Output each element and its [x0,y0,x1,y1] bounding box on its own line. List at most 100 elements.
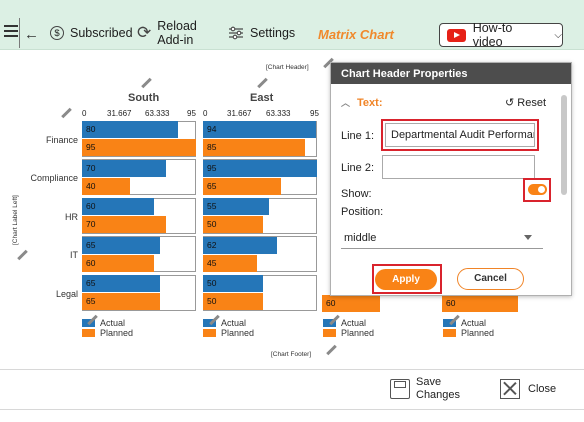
bar-south-finance-planned[interactable]: 95 [82,139,196,156]
bar-south-compliance-planned[interactable]: 40 [82,177,130,195]
dialog-scrollbar[interactable] [560,87,568,287]
legend-planned-label: Planned [100,328,134,338]
close-label: Close [528,383,557,395]
apply-highlight [372,264,442,294]
east-tick-1: 31.667 [227,109,252,118]
bar-east-legal-actual[interactable]: 50 [203,275,263,292]
legend-planned-swatch [443,329,456,337]
back-arrow-icon[interactable]: ← [24,26,39,43]
south-tick-3: 95 [187,109,196,118]
line2-input[interactable] [382,155,535,179]
south-tick-0: 0 [82,109,87,118]
legend-actual-label: Actual [341,318,367,328]
edit-footer-pencil-icon[interactable] [325,344,338,357]
east-tick-2: 63.333 [266,109,291,118]
dialog-scrollbar-thumb[interactable] [561,95,567,195]
bar-south-legal-planned[interactable]: 65 [82,293,160,310]
position-select[interactable]: middle [341,225,543,249]
bottom-bar: Save Changes Close [0,369,584,410]
bar-east-it-planned[interactable]: 45 [203,254,257,272]
legend-actual-label: Actual [100,318,126,328]
chart-footer-placeholder[interactable]: [Chart Footer] [271,351,312,358]
bar-east-legal-planned[interactable]: 50 [203,293,263,310]
reload-addin-button[interactable]: ⟳ Reload Add-in [137,19,197,47]
dialog-title: Chart Header Properties [331,63,571,84]
edit-legend-pencil-icon[interactable] [208,314,221,327]
subscribed-button[interactable]: $ Subscribed [50,26,133,40]
bar-south-finance-actual[interactable]: 80 [82,121,178,138]
south-tick-2: 63.333 [145,109,170,118]
position-label: Position: [341,206,384,218]
apply-button[interactable]: Apply [375,269,437,290]
settings-button[interactable]: Settings [228,26,295,40]
save-label-line1: Save [416,376,442,388]
menu-icon[interactable] [4,25,18,37]
bar-south-it-actual[interactable]: 65 [82,236,160,254]
category-label-compliance: Compliance [30,173,78,183]
bar-east-it-actual[interactable]: 62 [203,236,278,254]
text-section-label: Text: [357,97,383,109]
bar-east-hr-planned[interactable]: 50 [203,216,263,233]
bar-south-compliance-actual[interactable]: 70 [82,159,166,177]
reset-button[interactable]: ↺ Reset [505,96,546,109]
east-tick-0: 0 [203,109,208,118]
south-tick-1: 31.667 [107,109,132,118]
reset-icon: ↺ [505,97,515,109]
category-label-legal: Legal [55,289,78,299]
edit-panel-south-pencil-icon[interactable] [140,77,153,90]
panel-title-east: East [250,92,274,104]
bar-east-finance-actual[interactable]: 94 [203,121,316,138]
position-value: middle [344,232,377,244]
toolbar: ← $ Subscribed ⟳ Reload Add-in Settings … [0,0,584,50]
subscribed-label: Subscribed [70,26,133,40]
bar-east-hr-actual[interactable]: 55 [203,198,269,215]
save-label-line2: Changes [416,389,461,401]
legend-planned-label: Planned [341,328,375,338]
bar-south-hr-planned[interactable]: 70 [82,216,166,233]
close-button[interactable]: Close [500,379,556,399]
chevron-up-icon: ︿ [341,98,351,108]
show-label: Show: [341,188,372,200]
chart-header-placeholder[interactable]: [Chart Header] [266,64,309,71]
line2-label: Line 2: [341,162,375,174]
app-title: Matrix Chart [318,27,394,42]
toolbar-separator [19,18,20,48]
close-icon [500,379,520,399]
show-toggle-highlight [523,178,551,202]
legend-actual-label: Actual [221,318,247,328]
reload-icon: ⟳ [137,23,152,42]
howto-label: How-to video [472,21,513,49]
reset-label: Reset [517,97,547,109]
bar-east-finance-planned[interactable]: 85 [203,139,305,156]
chart-header-properties-dialog: Chart Header Properties ︿ Text: ↺ Reset L… [330,62,572,296]
reload-label: Reload Add-in [157,19,197,47]
reload-label-line1: Reload [157,19,197,33]
edit-legend-pencil-icon[interactable] [328,314,341,327]
save-changes-button[interactable]: Save Changes [390,376,460,402]
text-section-toggle[interactable]: ︿ Text: [341,96,382,109]
bar-east-compliance-actual[interactable]: 95 [203,159,317,177]
panel-title-south: South [128,92,160,104]
bar-south-it-planned[interactable]: 60 [82,254,154,272]
bar-partial-third-legal: 60 [322,295,380,312]
dollar-icon: $ [50,26,64,40]
cancel-button[interactable]: Cancel [457,268,524,290]
reload-label-line2: Add-in [157,33,194,47]
line1-label: Line 1: [341,130,375,142]
settings-sliders-icon [229,26,243,40]
bar-south-hr-actual[interactable]: 60 [82,198,154,215]
chevron-down-icon: ⌵ [554,29,562,41]
edit-legend-pencil-icon[interactable] [448,314,461,327]
category-label-it: IT [70,250,78,260]
save-label: Save Changes [416,376,460,402]
edit-categories-pencil-icon[interactable] [60,107,73,120]
legend-planned-swatch [323,329,336,337]
bar-south-legal-actual[interactable]: 65 [82,275,160,292]
line1-input[interactable]: Departmental Audit Performance [385,123,535,147]
edit-panel-east-pencil-icon[interactable] [256,77,269,90]
bar-east-compliance-planned[interactable]: 65 [203,177,281,195]
show-toggle[interactable] [528,184,547,195]
howto-video-dropdown[interactable]: How-to video ⌵ [439,21,563,49]
edit-legend-pencil-icon[interactable] [86,314,99,327]
save-icon [390,379,410,399]
